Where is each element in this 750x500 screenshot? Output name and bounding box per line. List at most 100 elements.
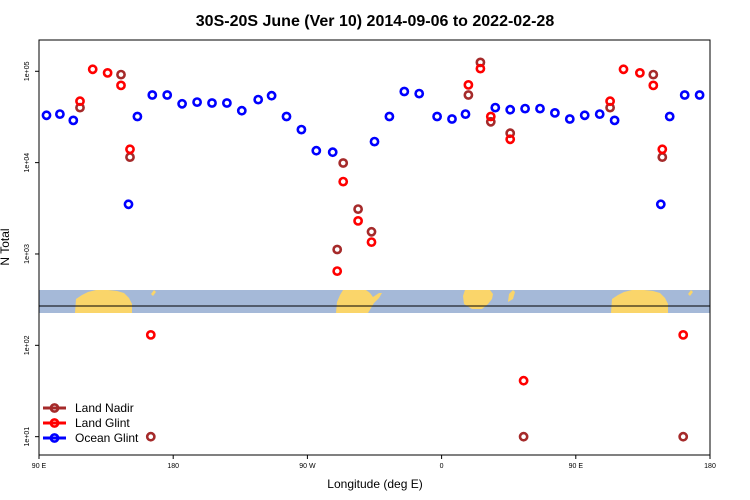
- point-ocean-glint: [520, 103, 530, 114]
- point-land-nadir: [648, 69, 659, 80]
- point-ocean-glint: [414, 88, 425, 99]
- point-ocean-glint: [594, 109, 605, 119]
- point-land-nadir: [332, 244, 343, 255]
- point-ocean-glint: [162, 90, 173, 100]
- x-tick-label: 180: [167, 463, 179, 470]
- point-ocean-glint: [460, 109, 471, 119]
- point-land-glint: [605, 96, 615, 107]
- point-land-glint: [505, 134, 516, 145]
- x-tick-label: 180: [704, 463, 716, 470]
- y-axis-label: N Total: [0, 228, 12, 265]
- point-land-nadir: [485, 116, 496, 127]
- point-ocean-glint: [384, 111, 395, 122]
- legend-label-land-glint: Land Glint: [75, 416, 130, 430]
- point-ocean-glint: [236, 105, 247, 116]
- point-land-glint: [75, 96, 85, 107]
- point-land-glint: [678, 329, 689, 340]
- land-madagascar: [508, 290, 515, 302]
- point-land-nadir: [678, 431, 689, 442]
- point-land-nadir: [116, 69, 126, 80]
- point-ocean-glint: [535, 103, 545, 114]
- point-land-glint: [648, 80, 659, 91]
- point-ocean-glint: [432, 111, 442, 122]
- point-ocean-glint: [207, 98, 217, 108]
- point-land-glint: [102, 68, 113, 78]
- point-land-glint: [338, 176, 349, 187]
- point-ocean-glint: [123, 199, 134, 210]
- x-tick-label: 0: [440, 463, 444, 470]
- point-land-glint: [332, 266, 343, 276]
- point-ocean-glint: [694, 90, 705, 100]
- point-ocean-glint: [281, 111, 292, 122]
- point-ocean-glint: [679, 90, 690, 100]
- point-ocean-glint: [55, 109, 65, 119]
- point-ocean-glint: [490, 102, 501, 113]
- point-land-glint: [618, 64, 629, 75]
- point-ocean-glint: [296, 124, 307, 135]
- point-land-nadir: [463, 90, 474, 100]
- chart-title: 30S-20S June (Ver 10) 2014-09-06 to 2022…: [196, 13, 555, 30]
- point-ocean-glint: [447, 114, 457, 124]
- point-land-glint: [366, 237, 377, 247]
- point-ocean-glint: [327, 147, 338, 158]
- point-land-glint: [125, 144, 135, 155]
- point-land-nadir: [657, 152, 668, 162]
- point-land-glint: [635, 68, 645, 78]
- point-land-nadir: [338, 158, 349, 168]
- land-south-america: [336, 290, 382, 313]
- data-points: [41, 57, 705, 442]
- point-ocean-glint: [609, 115, 620, 126]
- x-tick-label: 90 E: [569, 463, 584, 470]
- y-tick-label: 1e+05: [24, 61, 31, 81]
- land-africa: [463, 290, 493, 309]
- x-tick-label: 90 W: [299, 463, 316, 470]
- world-map-strip: [39, 290, 710, 313]
- point-ocean-glint: [132, 111, 143, 122]
- plot-frame: [38, 39, 711, 456]
- point-ocean-glint: [147, 90, 158, 100]
- point-land-nadir: [125, 152, 135, 162]
- point-ocean-glint: [192, 97, 202, 107]
- legend: Land Nadir Land Glint Ocean Glint: [43, 401, 139, 445]
- legend-marker-land-glint: [49, 418, 60, 428]
- point-land-nadir: [353, 204, 363, 214]
- point-ocean-glint: [664, 111, 675, 122]
- legend-label-land-nadir: Land Nadir: [75, 401, 134, 415]
- point-land-glint: [475, 63, 486, 74]
- y-tick-label: 1e+03: [24, 244, 31, 264]
- legend-label-ocean-glint: Ocean Glint: [75, 431, 139, 445]
- point-land-nadir: [366, 226, 377, 237]
- land-new-zealand: [151, 290, 156, 296]
- point-ocean-glint: [177, 98, 187, 109]
- legend-marker-land-nadir: [49, 403, 60, 413]
- point-ocean-glint: [369, 136, 380, 147]
- point-land-glint: [87, 64, 98, 75]
- land-australia: [75, 290, 132, 313]
- point-ocean-glint: [266, 90, 277, 101]
- point-land-glint: [353, 215, 363, 226]
- point-ocean-glint: [550, 108, 560, 118]
- y-tick-label: 1e+01: [24, 427, 31, 447]
- point-land-nadir: [518, 431, 529, 442]
- axes: 90 E 180 90 W 0 90 E 180 1e+01 1e+02 1e+03 1e+04 1…: [24, 61, 716, 470]
- point-ocean-glint: [655, 199, 666, 210]
- land-australia-repeat: [611, 290, 668, 313]
- point-ocean-glint: [579, 110, 590, 121]
- x-axis-label: Longitude (deg E): [327, 477, 422, 491]
- y-tick-label: 1e+04: [24, 153, 31, 173]
- point-ocean-glint: [68, 115, 79, 126]
- point-land-nadir: [145, 431, 156, 442]
- point-land-glint: [116, 80, 126, 91]
- point-ocean-glint: [221, 98, 232, 108]
- point-ocean-glint: [505, 104, 516, 115]
- point-land-glint: [145, 329, 156, 340]
- point-ocean-glint: [311, 145, 322, 156]
- point-ocean-glint: [564, 114, 575, 124]
- x-tick-label: 90 E: [32, 463, 47, 470]
- y-tick-label: 1e+02: [24, 335, 31, 355]
- point-land-glint: [657, 144, 668, 155]
- point-ocean-glint: [253, 94, 264, 105]
- land-new-zealand-repeat: [688, 290, 693, 296]
- legend-marker-ocean-glint: [49, 433, 60, 443]
